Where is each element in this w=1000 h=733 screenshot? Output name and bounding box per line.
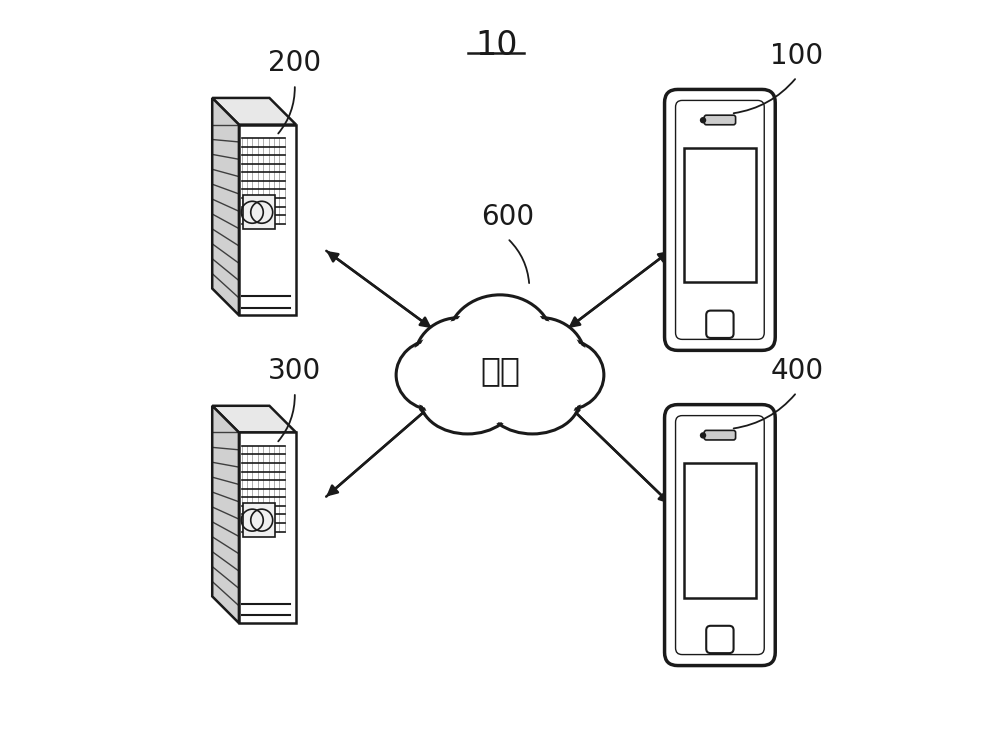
Ellipse shape: [526, 339, 604, 410]
Circle shape: [700, 117, 706, 123]
Ellipse shape: [499, 320, 582, 396]
Ellipse shape: [496, 317, 585, 399]
FancyBboxPatch shape: [706, 626, 734, 653]
Ellipse shape: [420, 366, 515, 434]
FancyBboxPatch shape: [704, 115, 736, 125]
Text: 600: 600: [481, 203, 534, 231]
Text: 300: 300: [268, 357, 321, 385]
Ellipse shape: [415, 317, 504, 399]
Text: 100: 100: [770, 42, 823, 70]
FancyBboxPatch shape: [239, 432, 296, 623]
Text: 400: 400: [770, 357, 823, 385]
FancyBboxPatch shape: [239, 125, 296, 315]
Ellipse shape: [396, 339, 474, 410]
Ellipse shape: [447, 295, 553, 388]
Polygon shape: [212, 98, 239, 315]
Ellipse shape: [451, 298, 549, 384]
Ellipse shape: [424, 369, 511, 432]
Ellipse shape: [489, 369, 576, 432]
FancyBboxPatch shape: [684, 463, 756, 597]
Polygon shape: [212, 98, 296, 125]
Ellipse shape: [399, 342, 471, 408]
FancyBboxPatch shape: [243, 195, 275, 229]
Polygon shape: [212, 406, 239, 623]
FancyBboxPatch shape: [665, 405, 775, 666]
FancyBboxPatch shape: [684, 148, 756, 282]
Text: 10: 10: [475, 29, 518, 62]
FancyBboxPatch shape: [243, 503, 275, 537]
Text: 网络: 网络: [480, 353, 520, 387]
Circle shape: [700, 432, 706, 438]
FancyBboxPatch shape: [704, 430, 736, 440]
Polygon shape: [212, 406, 296, 432]
Ellipse shape: [529, 342, 601, 408]
FancyBboxPatch shape: [706, 311, 734, 338]
FancyBboxPatch shape: [665, 89, 775, 350]
Ellipse shape: [485, 366, 580, 434]
Ellipse shape: [418, 320, 501, 396]
Text: 200: 200: [268, 49, 321, 77]
